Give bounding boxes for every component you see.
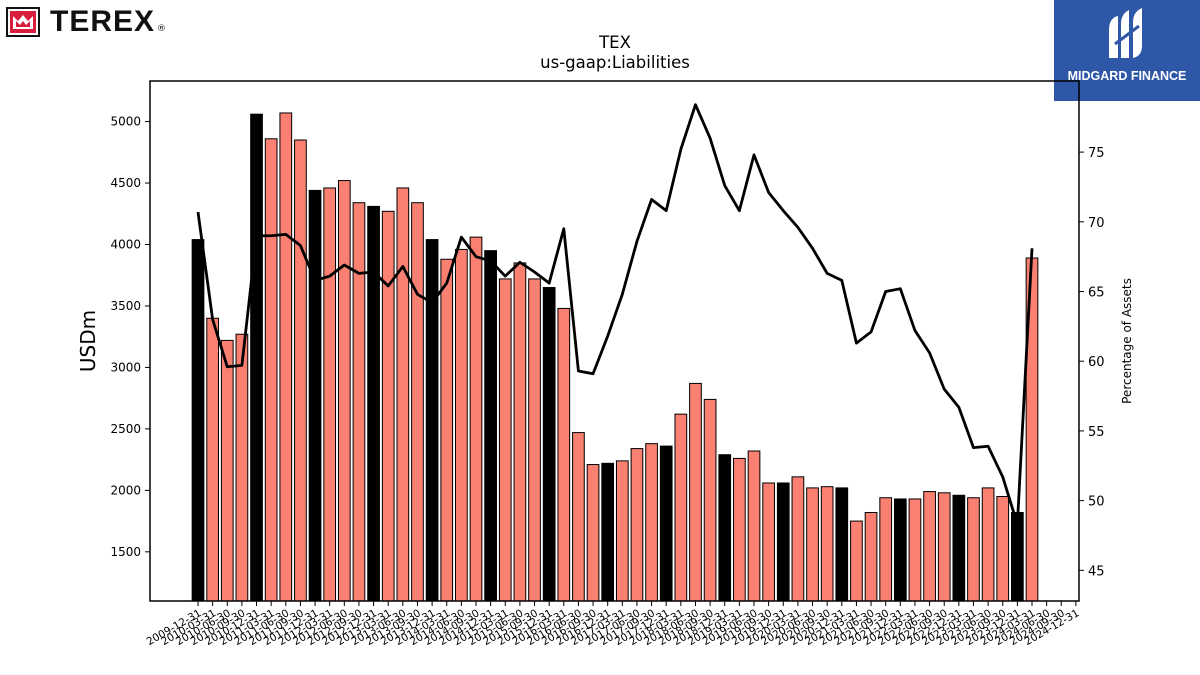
y2-tick-label: 50 [1088,495,1105,510]
y-axis-right: 45 50 55 60 65 70 75 [1079,146,1105,579]
bar [484,250,497,602]
bar [747,450,761,602]
bar [337,180,351,602]
y2-tick-label: 75 [1088,146,1105,161]
bar [908,498,922,602]
bar [996,496,1010,602]
bar [498,278,512,602]
bar [250,113,263,602]
bar [703,398,717,602]
terex-crown-icon [6,7,40,37]
y2-tick-label: 45 [1088,564,1105,579]
bar [615,460,629,602]
bar [440,258,454,602]
chart-title: TEX [598,33,631,52]
percent-line-group [196,103,1034,526]
y-axis-left: 1500 2000 2500 3000 3500 4000 4500 5000 [110,115,150,559]
bar [718,454,732,602]
y-tick-label: 3000 [110,360,141,374]
bar [806,487,819,602]
bar [586,464,600,602]
y2-tick-label: 65 [1088,286,1105,301]
bar [455,248,468,602]
y-tick-label: 3500 [110,299,141,313]
bar [396,187,410,602]
bar [425,239,439,602]
bar [528,278,541,602]
bar [469,236,483,602]
y-axis-label: USDm [76,310,100,372]
bar [513,262,527,602]
bar [323,187,337,602]
bar [308,189,322,602]
bar [279,112,293,602]
y-tick-label: 5000 [110,115,141,129]
y-tick-label: 2000 [110,483,141,497]
bar [557,307,571,602]
bar [864,511,878,602]
bar [572,432,585,602]
bar [191,239,205,602]
bar [235,333,249,602]
y2-tick-label: 55 [1088,425,1105,440]
bar [659,445,673,602]
bar [893,498,907,602]
bar [645,443,658,602]
y2-axis-label: Percentage of Assets [1120,278,1134,404]
bar [850,520,863,602]
bar [923,491,936,602]
bar [381,210,395,602]
chart-subtitle: us-gaap:Liabilities [540,53,690,72]
y-tick-label: 2500 [110,422,141,436]
bar [367,205,380,602]
bar [689,382,702,602]
midgard-finance-wordmark: MIDGARD FINANCE [1067,69,1187,83]
bar [674,413,688,602]
bar [264,138,278,602]
bar [820,486,834,602]
bar [879,497,893,602]
y2-tick-label: 60 [1088,355,1105,370]
y-tick-label: 1500 [110,545,141,559]
bar [630,448,644,602]
x-axis: 2009-12-312010-03-312010-06-302010-09-30… [145,601,1081,648]
bar [411,202,424,602]
bar [206,317,219,602]
bar [937,492,951,602]
bar [352,202,366,602]
bar [601,462,615,602]
midgard-m-icon [1109,8,1142,58]
bar [835,487,849,602]
bar [776,482,790,602]
bar [967,497,980,602]
bar [1011,511,1024,602]
terex-wordmark: TEREX [50,5,156,38]
bar [294,139,307,602]
terex-logo: TEREX ® [6,6,166,38]
bar [220,339,234,602]
bar [762,482,775,602]
y-tick-label: 4000 [110,237,141,251]
percent-of-assets-line [196,103,1034,526]
plot-frame [149,80,1080,602]
bar [791,476,805,602]
registered-mark: ® [157,24,167,34]
y2-tick-label: 70 [1088,216,1105,231]
y-tick-label: 4500 [110,176,141,190]
bar [981,487,995,602]
bar [542,287,556,602]
bars-group [191,112,1039,602]
bar [952,494,966,602]
bar [733,457,746,602]
